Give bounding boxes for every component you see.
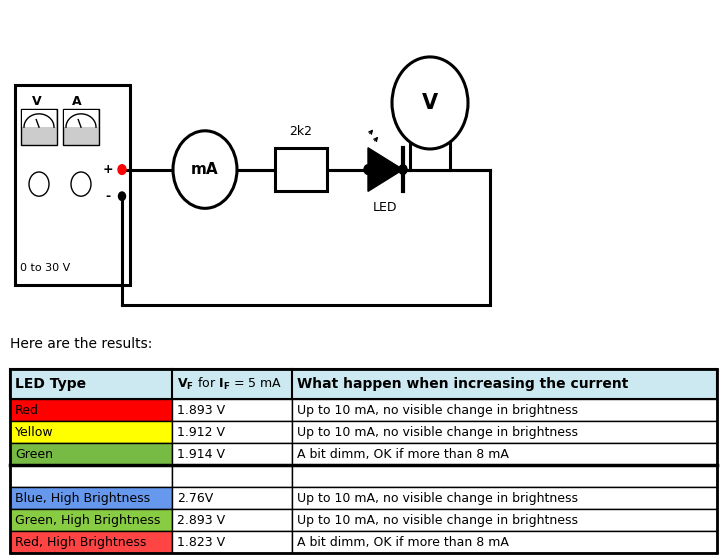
Text: 2k2: 2k2 [289,125,313,138]
Text: A bit dimm, OK if more than 8 mA: A bit dimm, OK if more than 8 mA [297,448,509,461]
Circle shape [399,165,407,174]
Bar [172,443,292,465]
Text: Green: Green [15,448,53,461]
Circle shape [119,192,126,201]
Bar [64,110,98,127]
Text: -: - [105,190,111,203]
Text: 2.893 V: 2.893 V [177,514,225,527]
Text: Up to 10 mA, no visible change in brightness: Up to 10 mA, no visible change in bright… [297,514,578,527]
Text: What happen when increasing the current: What happen when increasing the current [297,377,628,391]
Bar [172,399,292,421]
Text: 1.912 V: 1.912 V [177,425,225,438]
Circle shape [118,165,126,174]
Text: 0 to 30 V: 0 to 30 V [20,263,71,273]
Bar [15,85,130,285]
Bar [172,509,292,531]
Bar [10,399,172,421]
Bar [275,148,327,191]
Text: 2.76V: 2.76V [177,491,213,505]
Bar [292,531,717,553]
Bar [292,509,717,531]
Text: $\mathbf{V_F}$ for $\mathbf{I_F}$ = 5 mA: $\mathbf{V_F}$ for $\mathbf{I_F}$ = 5 mA [177,376,282,392]
Bar [10,443,172,465]
Text: Up to 10 mA, no visible change in brightness: Up to 10 mA, no visible change in bright… [297,491,578,505]
Bar [172,487,292,509]
Text: 1.893 V: 1.893 V [177,404,225,416]
Text: +: + [103,163,113,176]
Bar [172,421,292,443]
Bar [10,369,717,399]
Bar [292,443,717,465]
Bar [292,465,717,487]
Text: Up to 10 mA, no visible change in brightness: Up to 10 mA, no visible change in bright… [297,404,578,416]
Polygon shape [368,148,403,191]
Text: LED Type: LED Type [15,377,86,391]
Bar [10,531,172,553]
Bar [21,109,57,145]
Circle shape [71,172,91,196]
Circle shape [392,57,468,149]
Text: mA: mA [191,162,219,177]
Bar [292,421,717,443]
Bar [10,509,172,531]
Bar [22,110,56,127]
Circle shape [29,172,49,196]
Text: Yellow: Yellow [15,425,54,438]
Bar [10,421,172,443]
Circle shape [364,165,372,174]
Text: V: V [422,93,438,113]
Text: V: V [32,95,42,108]
Text: A: A [72,95,82,108]
Text: Here are the results:: Here are the results: [10,337,153,351]
Circle shape [173,131,237,209]
Text: Red, High Brightness: Red, High Brightness [15,536,146,548]
Text: 1.914 V: 1.914 V [177,448,225,461]
Text: Blue, High Brightness: Blue, High Brightness [15,491,150,505]
Bar [172,465,292,487]
Text: Up to 10 mA, no visible change in brightness: Up to 10 mA, no visible change in bright… [297,425,578,438]
Bar [10,487,172,509]
Bar [10,465,172,487]
Text: Red: Red [15,404,39,416]
Bar [292,487,717,509]
Text: 1.823 V: 1.823 V [177,536,225,548]
Text: LED: LED [373,201,398,214]
Bar [172,531,292,553]
Text: Green, High Brightness: Green, High Brightness [15,514,161,527]
Bar [292,399,717,421]
Bar [63,109,99,145]
Text: A bit dimm, OK if more than 8 mA: A bit dimm, OK if more than 8 mA [297,536,509,548]
Bar [10,369,717,553]
